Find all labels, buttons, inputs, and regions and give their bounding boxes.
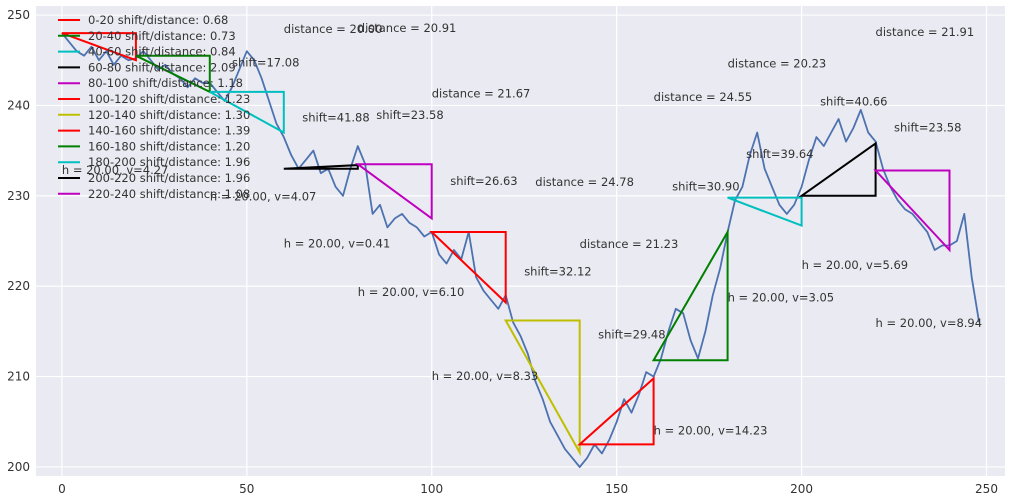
legend-label: 200-220 shift/distance: 1.96 [88, 171, 250, 185]
annotation-label: h = 20.00, v=4.27 [62, 163, 169, 177]
triangles [61, 32, 951, 457]
annotation-label: shift=17.08 [232, 56, 299, 70]
segment-triangle [135, 54, 211, 94]
legend-label: 20-40 shift/distance: 0.73 [88, 29, 236, 43]
annotation-label: shift=40.66 [820, 94, 887, 108]
legend: 0-20 shift/distance: 0.68 20-40 shift/dis… [58, 13, 250, 201]
annotation-label: shift=39.64 [746, 147, 813, 161]
annotation-label: shift=23.58 [376, 108, 443, 122]
y-tick-label: 250 [7, 8, 30, 22]
legend-label: 80-100 shift/distance: 1.18 [88, 76, 243, 90]
x-tick-label: 0 [58, 482, 66, 496]
annotation-label: distance = 21.91 [876, 25, 975, 39]
annotation-label: h = 20.00, v=8.94 [876, 316, 983, 330]
annotation-label: distance = 21.67 [432, 86, 531, 100]
annotation-label: shift=30.90 [672, 179, 739, 193]
legend-label: 180-200 shift/distance: 1.96 [88, 155, 250, 169]
legend-label: 140-160 shift/distance: 1.39 [88, 124, 250, 138]
annotation-label: shift=26.63 [450, 174, 517, 188]
y-tick-label: 230 [7, 189, 30, 203]
legend-label: 100-120 shift/distance: 1.23 [88, 92, 250, 106]
y-tick-label: 220 [7, 279, 30, 293]
legend-label: 40-60 shift/distance: 0.84 [88, 45, 236, 59]
annotation-label: distance = 20.23 [728, 56, 827, 70]
annotation-label: distance = 20.00 [284, 22, 383, 36]
segment-triangle [354, 163, 433, 221]
annotation-label: h = 20.00, v=6.10 [358, 285, 465, 299]
x-tick-label: 100 [420, 482, 443, 496]
plot-area [36, 6, 1005, 476]
segment-triangle [577, 376, 655, 446]
annotation-label: h = 20.00, v=4.07 [210, 189, 317, 203]
segment-triangle [429, 231, 507, 305]
annotation-label: shift=41.88 [302, 111, 369, 125]
segment-triangle [727, 196, 803, 228]
segment-triangle [209, 90, 285, 135]
price-line [61, 32, 980, 468]
annotation-label: distance = 24.78 [535, 175, 634, 189]
annotation-label: distance = 21.23 [580, 237, 679, 251]
price-series [61, 32, 980, 468]
legend-label: 60-80 shift/distance: 2.09 [88, 60, 236, 74]
y-tick-label: 200 [7, 460, 30, 474]
annotation-label: shift=29.48 [598, 328, 665, 342]
segment-triangle [283, 164, 359, 170]
legend-label: 160-180 shift/distance: 1.20 [88, 139, 250, 153]
annotation-label: h = 20.00, v=5.69 [802, 258, 909, 272]
axis-ticks: 0 50 100 150 200 250 200 210 220 230 240 250 [7, 8, 998, 496]
legend-label: 220-240 shift/distance: 1.08 [88, 187, 250, 201]
segment-triangle [873, 169, 951, 253]
x-tick-label: 200 [790, 482, 813, 496]
segment-triangle [61, 32, 137, 62]
annotation-label: shift=32.12 [524, 264, 591, 278]
x-tick-label: 250 [975, 482, 998, 496]
annotation-label: h = 20.00, v=0.41 [284, 236, 391, 250]
x-tick-label: 50 [239, 482, 254, 496]
y-tick-label: 210 [7, 370, 30, 384]
annotation-label: distance = 20.91 [358, 21, 457, 35]
annotation-label: distance = 24.55 [654, 90, 753, 104]
annotation-label: h = 20.00, v=8.33 [432, 369, 539, 383]
x-tick-label: 150 [605, 482, 628, 496]
legend-label: 120-140 shift/distance: 1.30 [88, 108, 250, 122]
annotation-label: shift=23.58 [894, 121, 961, 135]
y-tick-label: 240 [7, 98, 30, 112]
legend-label: 0-20 shift/distance: 0.68 [88, 13, 228, 27]
annotation-label: h = 20.00, v=3.05 [728, 291, 835, 305]
segment-triangle [651, 228, 729, 362]
segment-triangle [503, 319, 581, 457]
annotation-label: h = 20.00, v=14.23 [654, 423, 768, 437]
